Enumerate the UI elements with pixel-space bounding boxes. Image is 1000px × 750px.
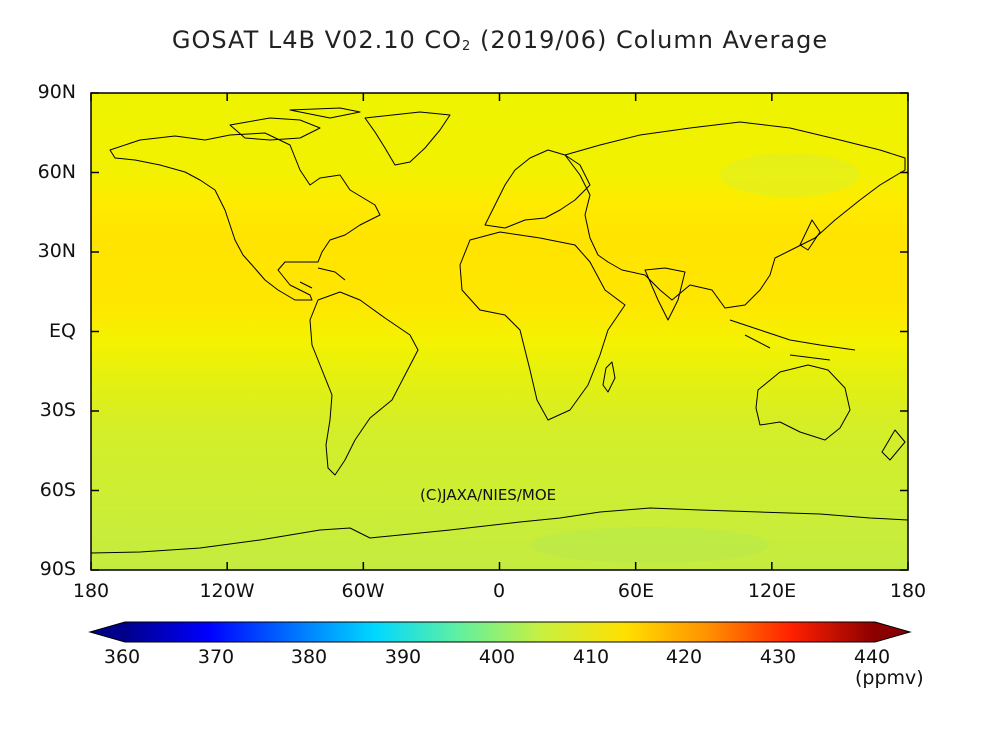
lat-label-eq: EQ: [49, 320, 76, 342]
lat-label-30s: 30S: [39, 399, 76, 421]
lon-label-60e: 60E: [617, 580, 655, 602]
coastline-madagascar: [602, 361, 616, 393]
colorbar-tick-410: 410: [572, 646, 610, 668]
lat-label-90s: 90S: [39, 558, 76, 580]
lon-label-120w: 120W: [199, 580, 255, 602]
lon-label-180w: 180: [72, 580, 110, 602]
lat-label-60s: 60S: [39, 479, 76, 501]
colorbar-tick-370: 370: [197, 646, 235, 668]
colorbar-gradient: [125, 622, 875, 642]
coastline-africa: [459, 231, 626, 421]
coastline-antarctica: [90, 507, 909, 554]
lat-label-30n: 30N: [37, 240, 76, 262]
colorbar: [88, 621, 912, 643]
lon-label-0: 0: [492, 580, 506, 602]
colorbar-arrow-high: [875, 622, 910, 642]
colorbar-arrow-low: [90, 622, 125, 642]
colorbar-tick-390: 390: [384, 646, 422, 668]
lat-label-90n: 90N: [37, 81, 76, 103]
coastline-caribbean: [299, 267, 346, 289]
coastline-japan: [799, 219, 821, 251]
colorbar-outline: [88, 621, 912, 643]
coastline-asia: [564, 121, 906, 309]
colorbar-tick-420: 420: [665, 646, 703, 668]
coastline-arctic-islands: [229, 107, 361, 141]
colorbar-tick-430: 430: [759, 646, 797, 668]
lon-label-120e: 120E: [747, 580, 797, 602]
lon-label-60w: 60W: [341, 580, 385, 602]
colorbar-tick-360: 360: [103, 646, 141, 668]
coastline-greenland: [364, 111, 451, 166]
coastline-north-america: [109, 132, 381, 301]
coastline-new-zealand: [881, 429, 906, 461]
coastlines: [90, 107, 909, 554]
axis-ticks: [90, 92, 909, 571]
coastline-australia: [755, 364, 851, 441]
coastline-europe: [484, 149, 591, 229]
coastline-se-asia-islands: [729, 319, 856, 361]
colorbar-unit: (ppmv): [855, 667, 924, 689]
credit-text: (C)JAXA/NIES/MOE: [420, 486, 557, 504]
colorbar-tick-400: 400: [478, 646, 516, 668]
coastline-south-america: [309, 291, 419, 476]
field-feature-antarctica: [530, 527, 770, 563]
colorbar-tick-380: 380: [290, 646, 328, 668]
colorbar-tick-440: 440: [853, 646, 891, 668]
lat-label-60n: 60N: [37, 161, 76, 183]
coastline-india: [644, 267, 686, 321]
map-title: GOSAT L4B V02.10 CO2 (2019/06) Column Av…: [171, 26, 829, 54]
lon-label-180e: 180: [889, 580, 927, 602]
field-feature-siberia: [720, 153, 860, 197]
